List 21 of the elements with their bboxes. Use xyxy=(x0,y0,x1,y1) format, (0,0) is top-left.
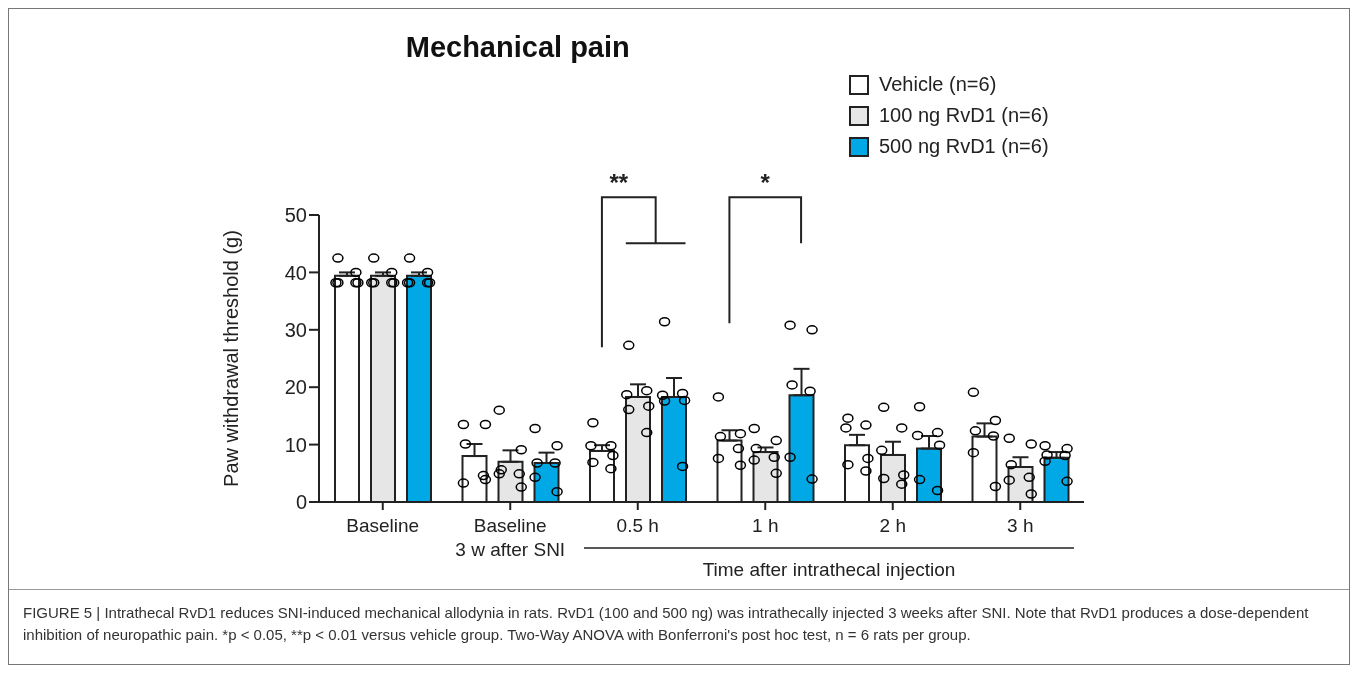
text: * xyxy=(760,169,771,197)
x-tick-label: 3 h xyxy=(1007,515,1034,536)
y-tick-label: 10 xyxy=(284,433,307,456)
y-tick-label: 30 xyxy=(284,318,307,341)
x-tick-label: 0.5 h xyxy=(616,515,659,536)
x-tick-label: 2 h xyxy=(879,515,906,536)
y-tick-label: 50 xyxy=(284,204,307,227)
x-tick-label: 1 h xyxy=(752,515,779,536)
text: Time after intrathecal injection xyxy=(702,559,956,580)
y-axis-title: Paw withdrawal threshold (g) xyxy=(220,230,243,487)
y-tick-label: 20 xyxy=(284,376,307,399)
x-tick-label: Baseline xyxy=(346,515,420,536)
legend-label: 500 ng RvD1 (n=6) xyxy=(879,135,1049,158)
x-tick-label: Baseline 3 w after SNI xyxy=(455,515,566,560)
text: ** xyxy=(609,169,629,197)
legend-label: Vehicle (n=6) xyxy=(879,73,997,96)
caption: FIGURE 5 | Intrathecal RvD1 reduces SNI-induced mechanical allodynia in rats. RvD1 (100 and 500 ng) was intrathecally injected 3 weeks after SNI. Note that RvD1 produces a dose-dependent inhibition of neuropathic pain. *p < 0.05, **p < 0.01 versus vehicle group. Two-Way ANOVA with Bonferroni's post hoc test, n = 6 rats per group. xyxy=(9,589,1349,664)
chart-title: Mechanical pain xyxy=(404,31,631,64)
legend-label: 100 ng RvD1 (n=6) xyxy=(879,104,1049,127)
y-tick-label: 0 xyxy=(295,491,307,514)
y-tick-label: 40 xyxy=(284,261,307,284)
